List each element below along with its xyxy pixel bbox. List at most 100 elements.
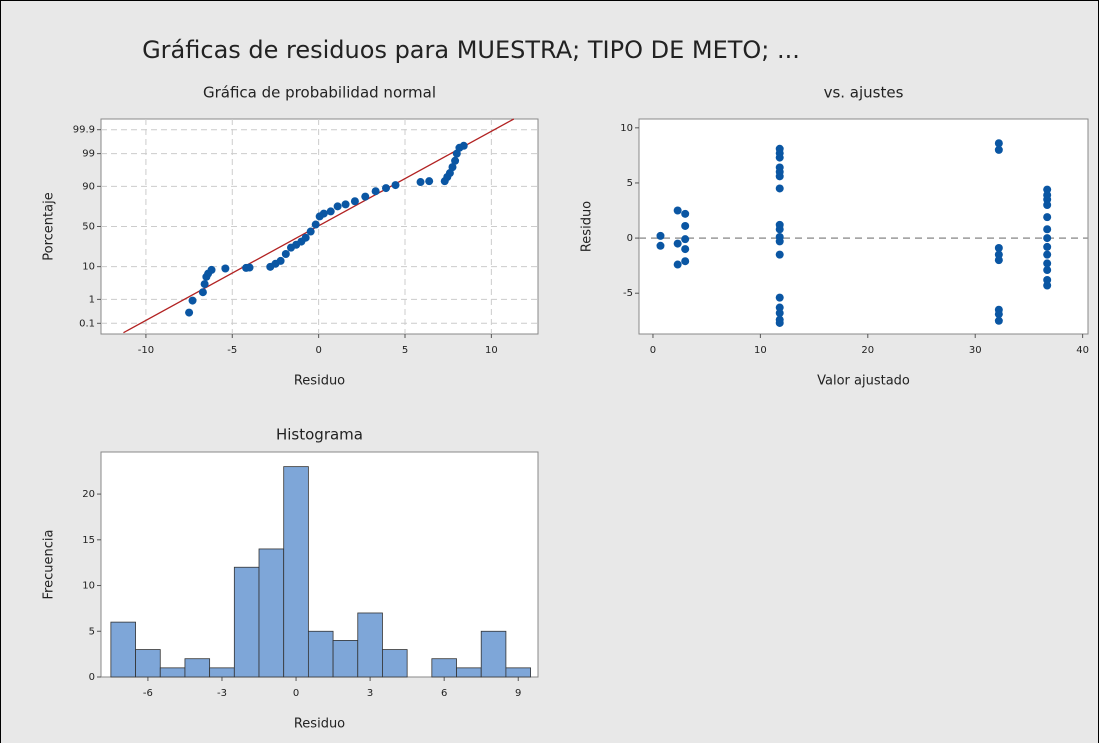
data-point bbox=[382, 184, 390, 193]
y-tick-label: 0 bbox=[89, 672, 95, 683]
y-tick-label: 1 bbox=[89, 294, 95, 305]
y-axis-label: Frecuencia bbox=[42, 530, 57, 600]
y-tick-label: 5 bbox=[627, 178, 633, 189]
y-tick-label: 90 bbox=[82, 181, 95, 192]
x-tick-label: 9 bbox=[515, 688, 521, 699]
data-point bbox=[1043, 281, 1052, 290]
data-point bbox=[198, 288, 207, 297]
data-point bbox=[656, 241, 665, 250]
data-point bbox=[1043, 201, 1052, 209]
bar bbox=[159, 667, 186, 678]
data-point bbox=[775, 237, 784, 246]
data-point bbox=[361, 192, 370, 201]
x-tick-label: 40 bbox=[1076, 345, 1089, 356]
bar bbox=[135, 649, 161, 678]
data-point bbox=[1043, 266, 1052, 275]
data-point bbox=[994, 244, 1003, 252]
data-point bbox=[425, 177, 434, 186]
y-tick-label: 50 bbox=[82, 222, 95, 233]
bar bbox=[307, 630, 334, 678]
data-point bbox=[319, 209, 328, 218]
data-point bbox=[245, 263, 254, 272]
data-point bbox=[681, 221, 690, 230]
data-point bbox=[350, 197, 359, 206]
data-point bbox=[221, 264, 230, 273]
data-point bbox=[994, 145, 1003, 154]
data-point bbox=[1043, 250, 1052, 259]
data-point bbox=[1043, 225, 1052, 234]
data-point bbox=[681, 245, 690, 254]
bar bbox=[184, 658, 211, 678]
data-point bbox=[775, 293, 784, 302]
y-tick-label: -5 bbox=[623, 288, 633, 299]
data-point bbox=[775, 184, 784, 193]
bar bbox=[480, 630, 507, 678]
data-point bbox=[207, 265, 216, 274]
y-axis-label: Porcentaje bbox=[42, 192, 57, 260]
data-point bbox=[656, 231, 665, 240]
data-point bbox=[775, 250, 784, 259]
bar bbox=[110, 621, 136, 678]
data-point bbox=[416, 178, 425, 187]
chart-title: Gráfica de probabilidad normal bbox=[203, 84, 436, 102]
data-point bbox=[775, 225, 784, 234]
data-point bbox=[673, 260, 682, 269]
x-tick-label: 30 bbox=[969, 345, 982, 356]
y-tick-label: 5 bbox=[89, 626, 95, 637]
data-point bbox=[185, 308, 194, 317]
y-axis-label: Residuo bbox=[580, 201, 595, 252]
x-tick-label: -3 bbox=[217, 688, 227, 699]
data-point bbox=[301, 233, 310, 242]
data-point bbox=[994, 310, 1003, 319]
x-tick-label: 20 bbox=[861, 345, 874, 356]
x-tick-label: 5 bbox=[402, 345, 408, 356]
data-point bbox=[673, 239, 682, 248]
x-tick-label: 10 bbox=[754, 345, 767, 356]
data-point bbox=[994, 250, 1003, 259]
data-point bbox=[188, 296, 197, 305]
x-tick-label: 0 bbox=[650, 345, 656, 356]
data-point bbox=[1043, 234, 1052, 243]
y-tick-label: 10 bbox=[620, 123, 633, 134]
data-point bbox=[448, 163, 457, 172]
data-point bbox=[1043, 242, 1052, 251]
plot-area bbox=[638, 118, 1089, 335]
x-tick-label: 10 bbox=[485, 345, 498, 356]
y-tick-label: 10 bbox=[82, 262, 95, 273]
bar bbox=[382, 649, 408, 678]
data-point bbox=[775, 172, 784, 181]
chart-title: vs. ajustes bbox=[824, 84, 904, 102]
data-point bbox=[994, 139, 1003, 148]
x-tick-label: -5 bbox=[227, 345, 237, 356]
data-point bbox=[200, 280, 209, 289]
bar bbox=[332, 640, 359, 678]
data-point bbox=[1043, 213, 1052, 222]
data-point bbox=[451, 156, 460, 165]
bar bbox=[431, 658, 457, 678]
data-point bbox=[775, 318, 784, 327]
y-tick-label: 20 bbox=[82, 489, 95, 500]
x-tick-label: 6 bbox=[441, 688, 447, 699]
data-point bbox=[994, 256, 1003, 265]
data-point bbox=[306, 227, 315, 236]
data-point bbox=[311, 220, 320, 229]
data-point bbox=[673, 206, 682, 215]
x-tick-label: 3 bbox=[367, 688, 373, 699]
data-point bbox=[371, 187, 380, 196]
y-tick-label: 10 bbox=[82, 581, 95, 592]
x-axis-label: Residuo bbox=[294, 374, 345, 389]
data-point bbox=[1043, 185, 1052, 194]
x-axis-label: Residuo bbox=[294, 717, 345, 732]
data-point bbox=[1043, 275, 1052, 284]
data-point bbox=[326, 207, 335, 216]
data-point bbox=[681, 209, 690, 218]
x-tick-label: -10 bbox=[138, 345, 154, 356]
x-tick-label: 0 bbox=[293, 688, 299, 699]
y-tick-label: 99.9 bbox=[73, 125, 95, 136]
data-point bbox=[1043, 195, 1052, 204]
data-point bbox=[1043, 259, 1052, 268]
bar bbox=[505, 667, 531, 678]
data-point bbox=[341, 200, 350, 209]
